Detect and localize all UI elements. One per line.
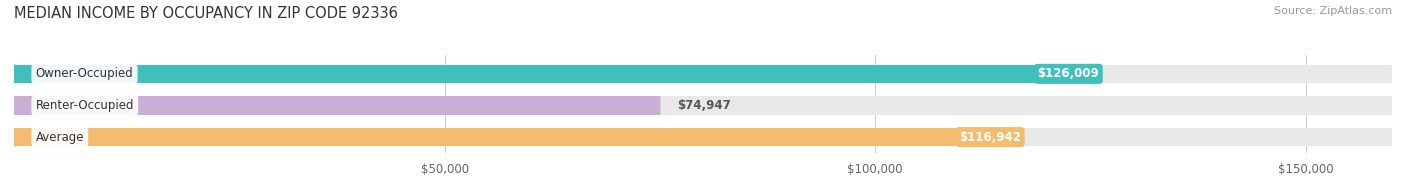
Text: $74,947: $74,947	[676, 99, 731, 112]
Bar	[14, 65, 1392, 83]
Bar	[14, 128, 1021, 146]
Bar	[14, 96, 659, 115]
Text: Average: Average	[35, 131, 84, 144]
Text: $116,942: $116,942	[959, 131, 1021, 144]
Text: Source: ZipAtlas.com: Source: ZipAtlas.com	[1274, 6, 1392, 16]
Text: Renter-Occupied: Renter-Occupied	[35, 99, 134, 112]
Bar	[14, 65, 1099, 83]
Text: MEDIAN INCOME BY OCCUPANCY IN ZIP CODE 92336: MEDIAN INCOME BY OCCUPANCY IN ZIP CODE 9…	[14, 6, 398, 21]
Text: Owner-Occupied: Owner-Occupied	[35, 67, 134, 80]
Bar	[14, 96, 1392, 115]
Bar	[14, 128, 1392, 146]
Text: $126,009: $126,009	[1038, 67, 1099, 80]
